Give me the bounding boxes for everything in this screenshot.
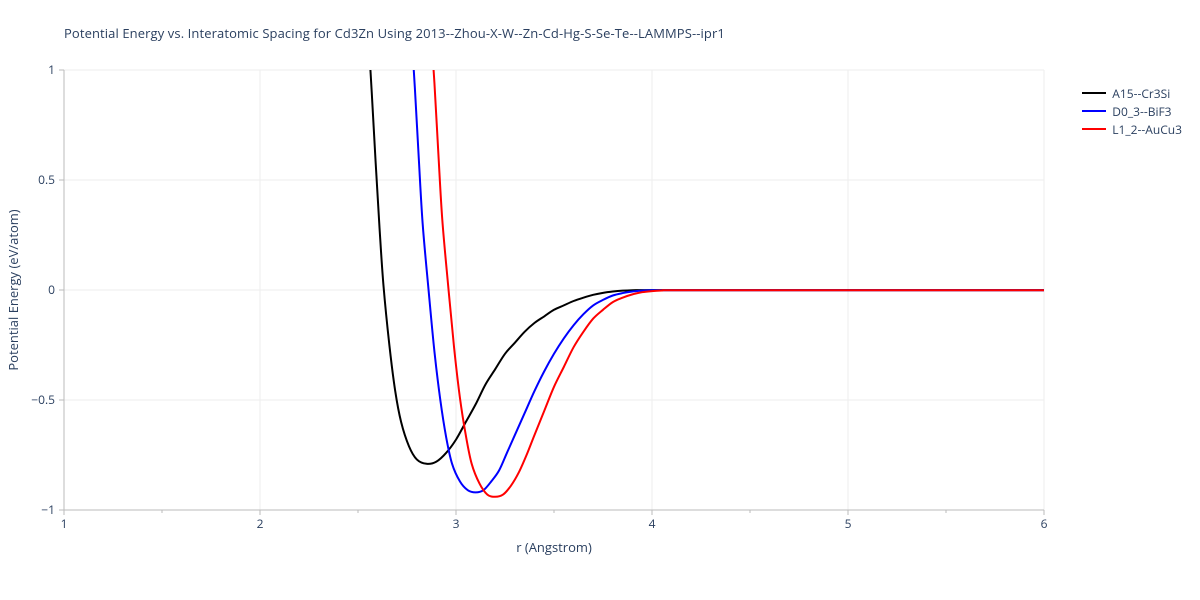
legend: A15--Cr3Si D0_3--BiF3 L1_2--AuCu3 [1082,84,1182,138]
series-group [368,26,1044,497]
svg-text:5: 5 [845,515,852,532]
svg-text:−1: −1 [41,501,55,518]
svg-text:2: 2 [257,515,264,532]
legend-label: D0_3--BiF3 [1112,103,1171,120]
svg-text:1: 1 [61,515,68,532]
plot-svg: 123456−1−0.500.51 r (Angstrom)Potential … [0,0,1200,600]
svg-text:Potential Energy (eV/atom): Potential Energy (eV/atom) [4,209,22,370]
svg-text:0: 0 [48,281,55,298]
svg-text:r (Angstrom): r (Angstrom) [516,538,592,556]
legend-item[interactable]: D0_3--BiF3 [1082,102,1182,120]
svg-text:3: 3 [453,515,460,532]
svg-text:−0.5: −0.5 [31,391,55,408]
legend-label: A15--Cr3Si [1112,85,1170,102]
legend-label: L1_2--AuCu3 [1112,121,1182,138]
legend-swatch [1082,110,1106,112]
legend-swatch [1082,128,1106,130]
svg-text:0.5: 0.5 [38,171,55,188]
svg-text:1: 1 [48,61,55,78]
svg-text:4: 4 [649,515,656,532]
svg-text:6: 6 [1041,515,1048,532]
legend-item[interactable]: L1_2--AuCu3 [1082,120,1182,138]
legend-item[interactable]: A15--Cr3Si [1082,84,1182,102]
chart-container: Potential Energy vs. Interatomic Spacing… [0,0,1200,600]
legend-swatch [1082,92,1106,94]
axis-labels: r (Angstrom) Potential Energy (eV/atom) [4,209,592,556]
axes: 1 2 3 4 5 6 −1 −0.5 0 0.5 1 [31,61,1047,532]
